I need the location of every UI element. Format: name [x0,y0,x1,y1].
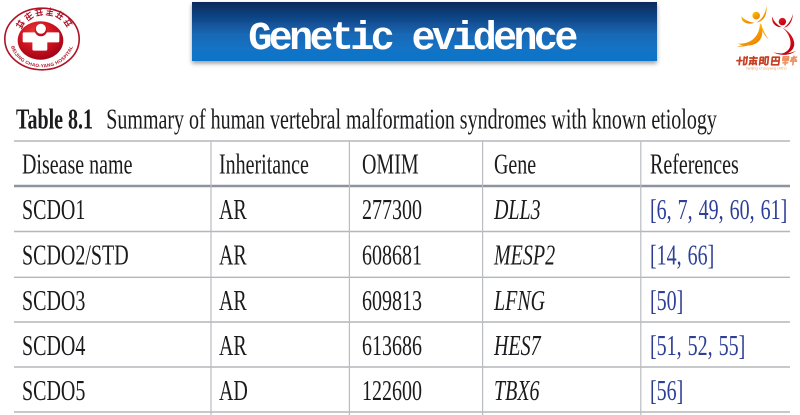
svg-text:122600: 122600 [362,376,422,407]
svg-text:AD: AD [219,376,248,407]
svg-text:[56]: [56] [650,376,683,407]
svg-text:Genetic evidence: Genetic evidence [248,17,577,62]
svg-text:OMIM: OMIM [362,149,419,180]
svg-text:AR: AR [219,331,247,362]
svg-text:Disease name: Disease name [22,149,132,180]
svg-text:SCDO4: SCDO4 [22,331,85,362]
svg-text:AR: AR [219,286,247,317]
svg-text:AR: AR [219,240,247,271]
svg-text:SCDO3: SCDO3 [22,286,85,317]
svg-text:Beijing Chaoyang Ortho: Beijing Chaoyang Ortho [746,67,786,71]
svg-text:613686: 613686 [362,331,422,362]
svg-text:HES7: HES7 [493,331,542,362]
svg-text:AR: AR [219,195,247,226]
svg-text:LFNG: LFNG [493,286,545,317]
svg-text:TBX6: TBX6 [494,376,540,407]
svg-text:Gene: Gene [494,149,536,180]
svg-text:SCDO5: SCDO5 [22,376,85,407]
svg-text:MESP2: MESP2 [493,240,555,271]
svg-text:609813: 609813 [362,286,422,317]
svg-text:[51, 52, 55]: [51, 52, 55] [650,331,745,362]
svg-text:[50]: [50] [650,286,683,317]
svg-text:608681: 608681 [362,240,422,271]
svg-text:References: References [650,149,739,180]
svg-text:Inheritance: Inheritance [219,149,309,180]
svg-text:277300: 277300 [362,195,422,226]
svg-text:[14, 66]: [14, 66] [650,240,714,271]
svg-text:DLL3: DLL3 [493,195,540,226]
svg-text:SCDO1: SCDO1 [22,195,85,226]
svg-text:SCDO2/STD: SCDO2/STD [22,240,129,271]
svg-text:[6, 7, 49, 60, 61]: [6, 7, 49, 60, 61] [650,195,787,226]
